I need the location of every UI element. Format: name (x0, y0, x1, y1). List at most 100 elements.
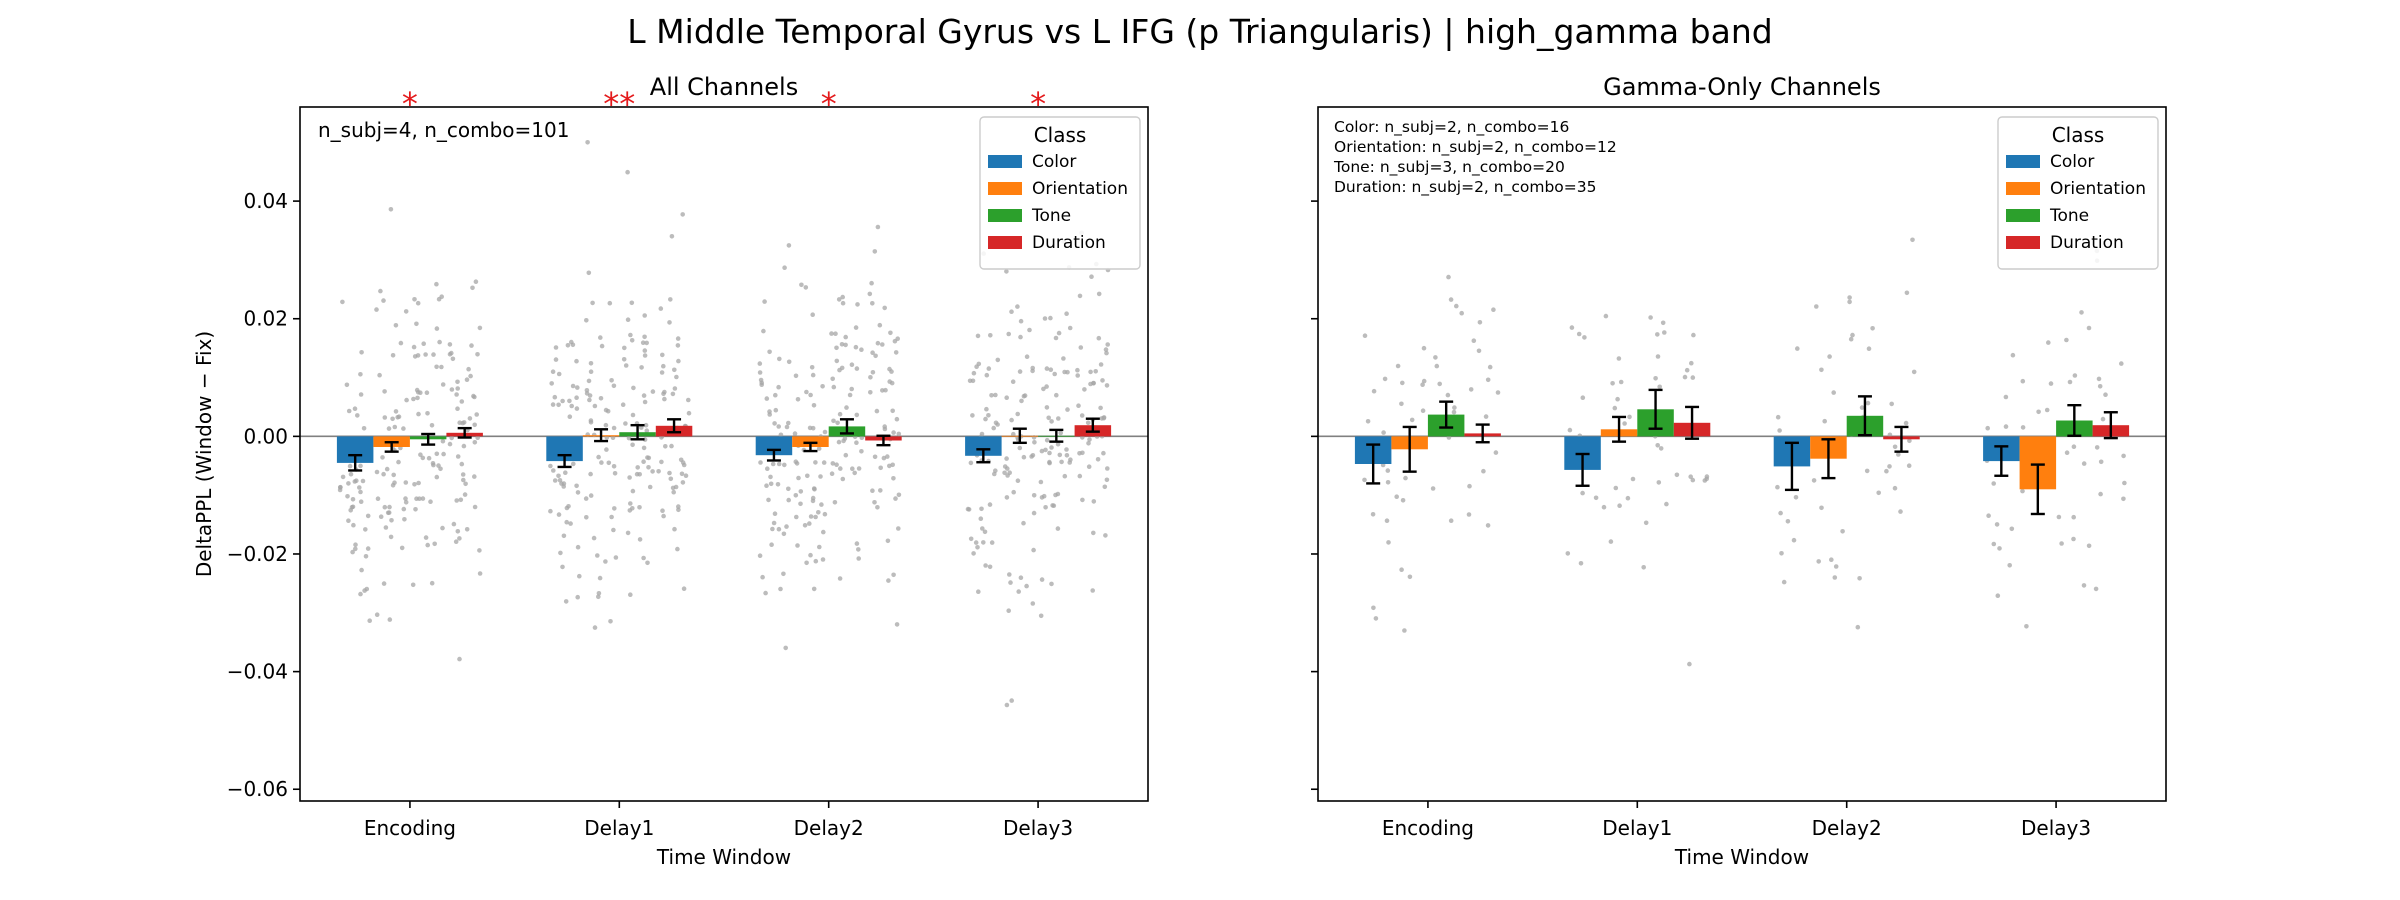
scatter-point (353, 542, 358, 547)
scatter-point (477, 325, 483, 331)
scatter-point (982, 529, 988, 535)
scatter-point (840, 294, 845, 300)
scatter-point (1655, 443, 1660, 448)
scatter-point (449, 435, 455, 441)
scatter-point (1434, 363, 1440, 369)
scatter-point (836, 439, 842, 445)
scatter-point (552, 478, 558, 483)
scatter-point (840, 300, 846, 306)
scatter-point (992, 471, 997, 477)
scatter-point (645, 560, 650, 566)
scatter-point (829, 331, 834, 336)
scatter-point (467, 416, 473, 421)
scatter-point (870, 370, 876, 375)
scatter-point (1031, 435, 1037, 440)
scatter-point (1580, 395, 1586, 401)
scatter-point (358, 392, 364, 397)
scatter-point (625, 169, 630, 175)
scatter-point (367, 618, 373, 623)
scatter-point (596, 591, 602, 596)
scatter-point (672, 386, 678, 391)
scatter-point (847, 392, 853, 398)
scatter-point (675, 336, 681, 341)
scatter-point (358, 463, 363, 469)
scatter-point (570, 383, 576, 389)
scatter-point (803, 285, 809, 290)
scatter-point (391, 472, 397, 478)
scatter-point (1641, 565, 1646, 570)
scatter-point (802, 523, 808, 528)
scatter-point (859, 449, 864, 454)
scatter-point (1056, 330, 1062, 336)
scatter-point (416, 411, 421, 417)
scatter-point (668, 297, 673, 302)
scatter-point (641, 445, 647, 451)
scatter-point (1002, 470, 1007, 476)
scatter-point (2093, 586, 2099, 592)
scatter-point (1053, 335, 1059, 341)
scatter-point (659, 459, 664, 465)
scatter-point (1481, 468, 1486, 474)
scatter-point (661, 391, 666, 397)
scatter-point (808, 514, 814, 519)
scatter-point (1437, 381, 1442, 387)
scatter-point (1059, 459, 1064, 465)
panel-gamma-only-channels: Encoding Delay1 Delay2 Delay3 Time Window Gam… (1311, 73, 2167, 869)
scatter-point (811, 586, 817, 592)
scatter-point (1080, 497, 1085, 503)
scatter-point (606, 460, 612, 466)
scatter-point (449, 350, 454, 356)
error-bar (421, 432, 436, 446)
scatter-point (423, 352, 428, 357)
scatter-point (855, 302, 860, 307)
scatter-point (1847, 299, 1852, 305)
scatter-point (1027, 327, 1032, 333)
scatter-point (587, 397, 592, 403)
scatter-point (1061, 356, 1066, 361)
scatter-point (365, 513, 371, 519)
scatter-point (1468, 387, 1474, 392)
scatter-point (870, 488, 875, 494)
scatter-point (979, 431, 985, 437)
scatter-point (778, 586, 783, 592)
scatter-point (672, 367, 677, 373)
scatter-point (626, 435, 632, 441)
scatter-point (1041, 493, 1047, 499)
scatter-point (667, 470, 672, 476)
legend-swatch-orientation (2006, 182, 2040, 195)
scatter-point (388, 534, 394, 540)
scatter-point (563, 599, 569, 604)
scatter-point (1079, 413, 1085, 418)
error-bar (876, 434, 891, 447)
scatter-point (675, 546, 680, 552)
scatter-point (414, 496, 419, 502)
scatter-point (2036, 409, 2041, 415)
scatter-point (757, 361, 763, 366)
scatter-point (989, 540, 995, 545)
scatter-point (381, 298, 386, 303)
scatter-point (577, 573, 582, 579)
scatter-point (1870, 326, 1875, 331)
legend-label: Color (1032, 152, 1076, 172)
scatter-point (1615, 396, 1620, 402)
scatter-point (807, 425, 813, 431)
scatter-point (767, 412, 772, 417)
scatter-point (2024, 624, 2029, 629)
scatter-point (2007, 563, 2012, 568)
scatter-point (629, 300, 635, 306)
scatter-point (423, 535, 429, 540)
scatter-point (773, 392, 778, 398)
scatter-point (676, 507, 681, 513)
error-bar (557, 453, 572, 469)
scatter-point (1985, 425, 1990, 431)
error-bar (1085, 417, 1100, 433)
scatter-point (831, 384, 837, 390)
scatter-point (1004, 269, 1009, 274)
scatter-point (843, 334, 848, 340)
scatter-point (978, 516, 984, 521)
scatter-point (1009, 698, 1014, 703)
scatter-point (807, 521, 812, 526)
scatter-point (784, 524, 789, 529)
scatter-point (804, 560, 809, 566)
scatter-point (1371, 605, 1376, 611)
